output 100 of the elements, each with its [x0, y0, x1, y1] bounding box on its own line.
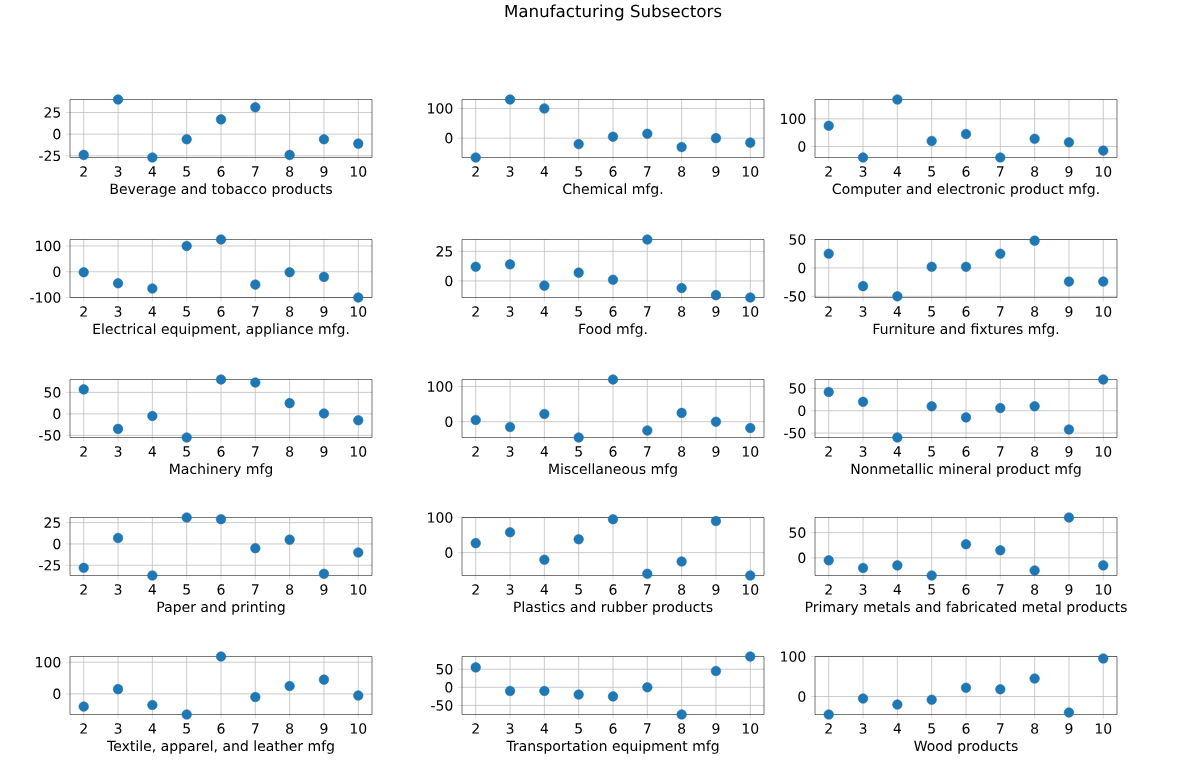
x-tick-label: 2 — [825, 584, 832, 595]
x-tick-label: 8 — [286, 446, 294, 458]
x-tick-label: 8 — [1031, 723, 1039, 735]
y-tick-label: 0 — [445, 416, 453, 428]
point — [1029, 673, 1040, 684]
point — [607, 274, 619, 286]
x-tick-label: 8 — [286, 306, 294, 318]
y-tick-label: 0 — [445, 547, 453, 559]
x-tick-label: 8 — [1031, 584, 1039, 596]
x-axis-title: Wood products — [914, 740, 1018, 755]
x-tick-label: 4 — [148, 723, 157, 734]
x-tick-label: 7 — [997, 306, 1004, 317]
x-tick-label: 8 — [678, 584, 686, 596]
x-tick-label: 10 — [1095, 446, 1112, 458]
point — [892, 94, 903, 105]
x-tick-label: 9 — [320, 166, 328, 178]
y-tick-label: 0 — [798, 691, 806, 703]
point — [1029, 565, 1040, 576]
point — [857, 693, 869, 704]
point — [857, 563, 869, 574]
point — [642, 234, 653, 245]
x-tick-label: 10 — [350, 446, 367, 458]
x-tick-label: 4 — [893, 723, 902, 734]
x-tick-label: 7 — [997, 446, 1004, 457]
x-tick-label: 10 — [742, 166, 759, 178]
point — [607, 691, 619, 702]
x-tick-label: 2 — [472, 166, 479, 177]
x-tick-label: 2 — [472, 584, 479, 595]
x-tick-label: 6 — [609, 166, 617, 178]
point — [353, 292, 364, 303]
point — [470, 415, 481, 426]
point — [676, 709, 687, 720]
point — [573, 432, 584, 443]
x-tick-label: 5 — [183, 166, 190, 177]
x-tick-label: 3 — [114, 446, 122, 458]
point — [960, 261, 972, 273]
y-tick-label: 25 — [436, 246, 453, 257]
x-tick-label: 9 — [320, 723, 328, 735]
y-tick-label: -50 — [39, 430, 61, 441]
point — [147, 152, 158, 163]
x-tick-label: 5 — [928, 446, 935, 457]
x-tick-label: 2 — [825, 166, 832, 177]
x-tick-label: 5 — [575, 306, 582, 317]
x-tick-label: 10 — [742, 584, 759, 596]
point — [353, 415, 364, 426]
point — [960, 412, 972, 423]
x-tick-label: 3 — [506, 306, 514, 318]
point — [147, 700, 158, 711]
x-tick-label: 8 — [1031, 306, 1039, 318]
point — [539, 554, 550, 566]
x-axis-title: Computer and electronic product mfg. — [832, 183, 1099, 198]
x-tick-label: 5 — [183, 584, 190, 595]
point — [318, 674, 330, 685]
point — [926, 136, 937, 147]
point — [215, 234, 227, 245]
x-tick-label: 9 — [1065, 446, 1073, 458]
x-tick-label: 10 — [1095, 306, 1112, 318]
x-tick-label: 3 — [114, 723, 122, 735]
point — [318, 408, 330, 419]
point — [539, 103, 550, 114]
x-axis-title: Textile, apparel, and leather mfg — [107, 740, 334, 755]
point — [857, 152, 869, 163]
point — [745, 292, 756, 303]
point — [284, 398, 295, 409]
x-tick-label: 3 — [859, 584, 867, 596]
x-tick-label: 4 — [540, 306, 549, 317]
x-axis-title: Beverage and tobacco products — [110, 183, 332, 198]
point — [504, 527, 516, 538]
y-tick-label: 50 — [789, 234, 806, 246]
x-axis-title: Plastics and rubber products — [514, 601, 713, 616]
x-tick-label: 9 — [712, 166, 720, 178]
x-tick-label: 10 — [1095, 723, 1112, 735]
x-tick-label: 5 — [575, 723, 582, 734]
x-tick-label: 6 — [609, 446, 617, 458]
y-tick-label: 0 — [53, 266, 61, 278]
point — [745, 651, 756, 662]
point — [745, 570, 756, 581]
x-tick-label: 9 — [712, 446, 720, 458]
x-tick-label: 8 — [678, 446, 686, 458]
x-tick-label: 6 — [609, 723, 617, 735]
point — [710, 290, 722, 301]
x-tick-label: 8 — [1031, 446, 1039, 458]
point — [78, 150, 89, 161]
point — [284, 681, 295, 692]
x-tick-label: 8 — [286, 584, 294, 596]
y-tick-label: 100 — [428, 103, 453, 114]
point — [318, 568, 330, 580]
x-axis-title: Nonmetallic mineral product mfg — [851, 463, 1081, 478]
x-tick-label: 5 — [183, 306, 190, 317]
point — [573, 267, 584, 278]
x-axis-title: Machinery mfg — [170, 463, 272, 478]
x-tick-label: 8 — [678, 166, 686, 178]
x-tick-label: 9 — [712, 723, 720, 735]
point — [676, 408, 687, 419]
x-tick-label: 5 — [928, 306, 935, 317]
point — [1063, 276, 1075, 287]
x-tick-label: 2 — [472, 723, 479, 734]
x-tick-label: 9 — [320, 446, 328, 458]
x-tick-label: 4 — [148, 584, 157, 595]
point — [78, 563, 89, 574]
